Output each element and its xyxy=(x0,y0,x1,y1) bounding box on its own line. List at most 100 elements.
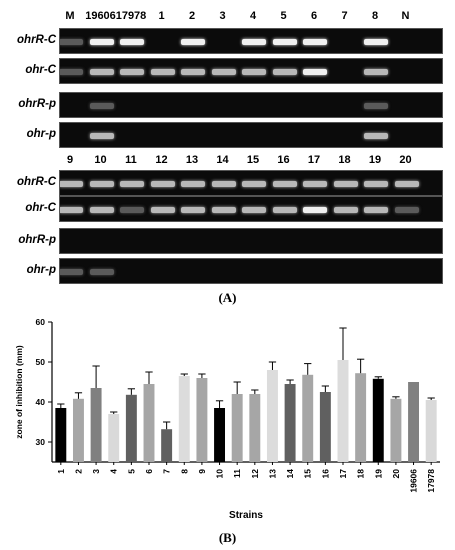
gel-band xyxy=(60,39,83,45)
gel-band xyxy=(120,207,144,213)
bottom-lane-label: 18 xyxy=(338,154,351,166)
top-lane-label: N xyxy=(401,10,410,22)
gel-band xyxy=(242,181,266,187)
x-tick-label: 19 xyxy=(373,469,383,479)
gel-band xyxy=(89,133,114,139)
gel-band xyxy=(303,207,327,213)
bar xyxy=(302,374,314,462)
gel-band xyxy=(242,39,266,45)
bottom-gel-strip xyxy=(59,228,443,254)
x-tick-label: 2 xyxy=(73,469,83,474)
x-tick-label: 10 xyxy=(215,469,225,479)
gel-band xyxy=(272,181,297,187)
bottom-lane-label: 17 xyxy=(307,154,321,166)
top-row-label: ohrR-p xyxy=(18,98,56,110)
gel-band xyxy=(211,181,236,187)
figure-a-label: (A) xyxy=(218,290,237,305)
gel-band xyxy=(364,39,388,45)
x-tick-label: 15 xyxy=(303,469,313,479)
bar xyxy=(266,370,278,462)
bar xyxy=(143,384,155,462)
gel-band xyxy=(394,181,419,187)
bar xyxy=(72,398,84,462)
bar xyxy=(161,429,173,462)
gel-band xyxy=(150,69,175,75)
gel-band xyxy=(181,207,205,213)
y-tick-label: 30 xyxy=(36,437,46,447)
bottom-lane-label: 15 xyxy=(246,154,260,166)
gel-band xyxy=(181,69,205,75)
y-axis-label: zone of inhibition (mm) xyxy=(14,345,24,439)
top-gel-strip xyxy=(59,122,443,148)
x-tick-label: 17978 xyxy=(426,469,436,493)
top-lane-label: M xyxy=(65,10,75,22)
top-lane-label: 19606 xyxy=(85,10,116,22)
bottom-row-label: ohr-C xyxy=(25,202,56,214)
gel-band xyxy=(89,103,114,109)
x-tick-label: 17 xyxy=(338,469,348,479)
gel-band xyxy=(242,69,266,75)
gel-band xyxy=(364,207,388,213)
x-tick-label: 18 xyxy=(356,469,366,479)
bottom-row-label: ohrR-p xyxy=(18,234,56,246)
gel-band xyxy=(242,207,266,213)
gel-band xyxy=(272,207,297,213)
bottom-gel-strip xyxy=(59,196,443,222)
bottom-lane-label: 20 xyxy=(399,154,412,166)
bar xyxy=(337,360,349,462)
y-tick-label: 50 xyxy=(36,357,46,367)
y-tick-label: 60 xyxy=(36,317,46,327)
gel-band xyxy=(120,181,144,187)
bottom-lane-label: 10 xyxy=(94,154,107,166)
gel-band xyxy=(272,69,297,75)
x-tick-label: 5 xyxy=(126,469,136,474)
bar xyxy=(425,400,437,462)
gel-band xyxy=(394,207,419,213)
top-lane-label: 1 xyxy=(158,10,165,22)
top-row-label: ohr-p xyxy=(26,128,56,140)
bar xyxy=(284,384,296,462)
bar xyxy=(214,408,226,462)
gel-band xyxy=(150,181,175,187)
bottom-lane-label: 13 xyxy=(185,154,199,166)
bar xyxy=(196,378,208,462)
gel-band xyxy=(364,103,388,109)
bar xyxy=(372,378,384,462)
gel-band xyxy=(272,39,297,45)
gel-band xyxy=(60,181,83,187)
gel-band xyxy=(181,39,205,45)
x-tick-label: 19606 xyxy=(409,469,419,493)
top-lane-label: 6 xyxy=(310,10,318,22)
gel-band xyxy=(303,181,327,187)
bottom-row-label: ohr-p xyxy=(26,264,56,276)
x-tick-label: 12 xyxy=(250,469,260,479)
gel-band xyxy=(89,39,114,45)
top-lane-label: 7 xyxy=(341,10,348,22)
top-lane-label: 5 xyxy=(280,10,287,22)
top-gel-strip xyxy=(59,92,443,118)
gel-band xyxy=(60,69,83,75)
top-row-label: ohrR-C xyxy=(17,34,56,46)
top-row-label: ohr-C xyxy=(25,64,56,76)
top-lane-label: 2 xyxy=(188,10,196,22)
figure-b-label: (B) xyxy=(218,530,237,545)
top-lane-label: 8 xyxy=(371,10,379,22)
bar xyxy=(125,394,137,462)
top-lane-label: 17978 xyxy=(115,10,147,22)
bar xyxy=(178,376,190,462)
bottom-lane-label: 16 xyxy=(277,154,290,166)
x-tick-label: 7 xyxy=(162,469,172,474)
top-lane-label: 4 xyxy=(249,10,257,22)
bar xyxy=(90,388,102,462)
gel-band xyxy=(120,39,144,45)
x-tick-label: 20 xyxy=(391,469,401,479)
gel-band xyxy=(150,207,175,213)
x-tick-label: 14 xyxy=(285,469,295,479)
x-axis-label: Strains xyxy=(229,510,263,521)
bar xyxy=(319,392,331,462)
gel-band xyxy=(364,181,388,187)
gel-band xyxy=(333,181,358,187)
bar xyxy=(408,382,420,462)
bottom-gel-strip xyxy=(59,258,443,284)
